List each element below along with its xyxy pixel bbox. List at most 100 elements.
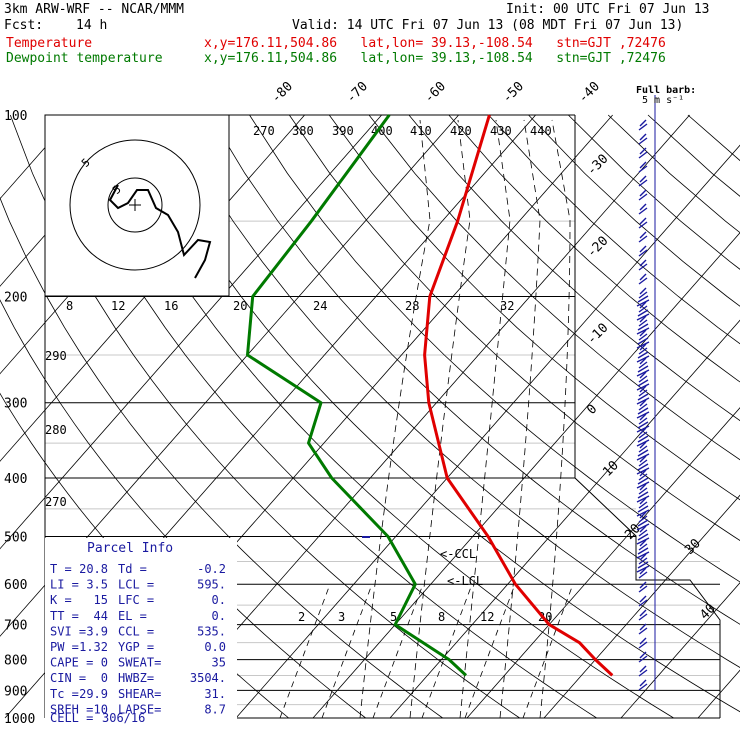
wind-barb [639, 609, 647, 617]
init-time: Init: 00 UTC Fri 07 Jun 13 [506, 2, 710, 17]
pressure-label-300: 300 [4, 397, 27, 412]
wind-barb [636, 453, 650, 461]
wind-barb [636, 481, 650, 489]
model-title: 3km ARW-WRF -- NCAR/MMM [4, 2, 185, 17]
wind-barb [637, 505, 649, 513]
wind-barb [639, 301, 647, 309]
parcel-cell-value: 306/16 [102, 711, 145, 725]
dry-adiabat-line [328, 114, 740, 501]
mixing-ratio-label-12: 12 [480, 610, 494, 624]
wind-barb [638, 403, 648, 411]
mixing-ratio-label-5: 5 [390, 610, 397, 624]
ccl-marker-label: <-CCL [440, 547, 476, 561]
wind-barb [637, 561, 649, 569]
pressure-label-900: 900 [4, 684, 27, 699]
theta-label-430: 430 [490, 124, 512, 138]
wind-barb [636, 327, 650, 335]
wind-barb [639, 469, 647, 477]
parcel-info-cell: CIN = [50, 671, 86, 685]
top-temp-tick--40: -40 [576, 79, 603, 106]
pressure-label-1000: 1000 [4, 712, 35, 727]
dry-adiabat-line [89, 114, 674, 719]
wind-barb [636, 509, 650, 517]
wind-barb [639, 385, 647, 393]
wind-barb [639, 133, 647, 141]
parcel-info-cell: 535. [197, 624, 226, 638]
parcel-info-cell: LCL = [118, 578, 154, 592]
wind-barb [639, 357, 647, 365]
right-temp-tick-10: 10 [600, 458, 622, 480]
wind-barb [639, 203, 647, 211]
wind-barb [639, 189, 647, 197]
isotherm-line [235, 144, 740, 719]
wind-barb [639, 343, 647, 351]
theta-side-label-270: 270 [45, 495, 67, 509]
wind-barb [639, 525, 647, 533]
dry-adiabat-line [528, 114, 740, 307]
parcel-info-cell: YGP = [118, 640, 154, 654]
mixing-ratio-label-2: 2 [298, 610, 305, 624]
parcel-info-cell: CCL = [118, 624, 154, 638]
wind-barb [638, 473, 648, 481]
wind-barb [636, 383, 650, 391]
dry-adiabat-line [488, 114, 740, 345]
wind-barb [638, 277, 648, 285]
wind-barb [639, 567, 647, 575]
parcel-info-cell: 8.7 [204, 702, 226, 716]
hodo-ring-outer [69, 139, 201, 271]
wind-barb [638, 305, 648, 313]
wind-barb [639, 427, 647, 435]
right-temp-tick--10: -10 [584, 321, 611, 348]
right-temp-tick--20: -20 [584, 234, 611, 261]
barb-legend-unit: 5 m s⁻¹ [642, 95, 684, 106]
top-temp-tick--50: -50 [500, 79, 527, 106]
parcel-info-cell: Td = [118, 562, 147, 576]
wind-barb [637, 393, 649, 401]
wind-barb [638, 683, 648, 691]
wind-barb [638, 389, 648, 397]
wind-barb [637, 449, 649, 457]
parcel-info-title: Parcel Info [87, 541, 173, 556]
pressure-label-600: 600 [4, 578, 27, 593]
isotherm-line [620, 582, 740, 719]
wind-barb [637, 533, 649, 541]
wind-barb [636, 397, 650, 405]
parcel-info-cell: 29.9 [79, 687, 108, 701]
parcel-info-cell: 15 [94, 593, 108, 607]
series-line-dewpoint [246, 114, 468, 677]
wind-barb [639, 665, 647, 673]
mixing-ratio-line [372, 584, 424, 719]
parcel-info-cell: 595. [197, 578, 226, 592]
hodo-scale-label-16: 16 [164, 299, 178, 313]
dry-adiabat-line [49, 114, 597, 719]
wind-barb [637, 491, 649, 499]
parcel-info-cell: 0. [212, 609, 226, 623]
isotherm-line [312, 232, 740, 719]
parcel-info-cell: K = [50, 593, 72, 607]
wind-barb [639, 119, 647, 127]
forecast-label: Fcst: [4, 18, 44, 33]
parcel-info-bg [45, 538, 237, 726]
wind-barb [639, 441, 647, 449]
wind-barb [639, 455, 647, 463]
wind-barb [636, 411, 650, 419]
series-line-temperature [423, 114, 614, 677]
wind-barb [638, 669, 648, 677]
wind-barb [636, 551, 650, 559]
wind-barb [638, 193, 648, 201]
pressure-label-200: 200 [4, 291, 27, 306]
wind-barb [639, 231, 647, 239]
wind-barb [639, 371, 647, 379]
parcel-info-cell: SREH = [50, 702, 93, 716]
theta-label-420: 420 [450, 124, 472, 138]
parcel-info-cell: 10 [94, 702, 108, 716]
wind-barb [638, 599, 648, 607]
dry-adiabat-line [288, 114, 740, 541]
top-temp-tick--60: -60 [422, 79, 449, 106]
wind-barb [638, 613, 648, 621]
wind-barb [638, 165, 648, 173]
parcel-info-cell: LI = [50, 578, 79, 592]
mixing-ratio-label-3: 3 [338, 610, 345, 624]
wind-barb [637, 435, 649, 443]
parcel-info-cell: 35 [212, 656, 226, 670]
